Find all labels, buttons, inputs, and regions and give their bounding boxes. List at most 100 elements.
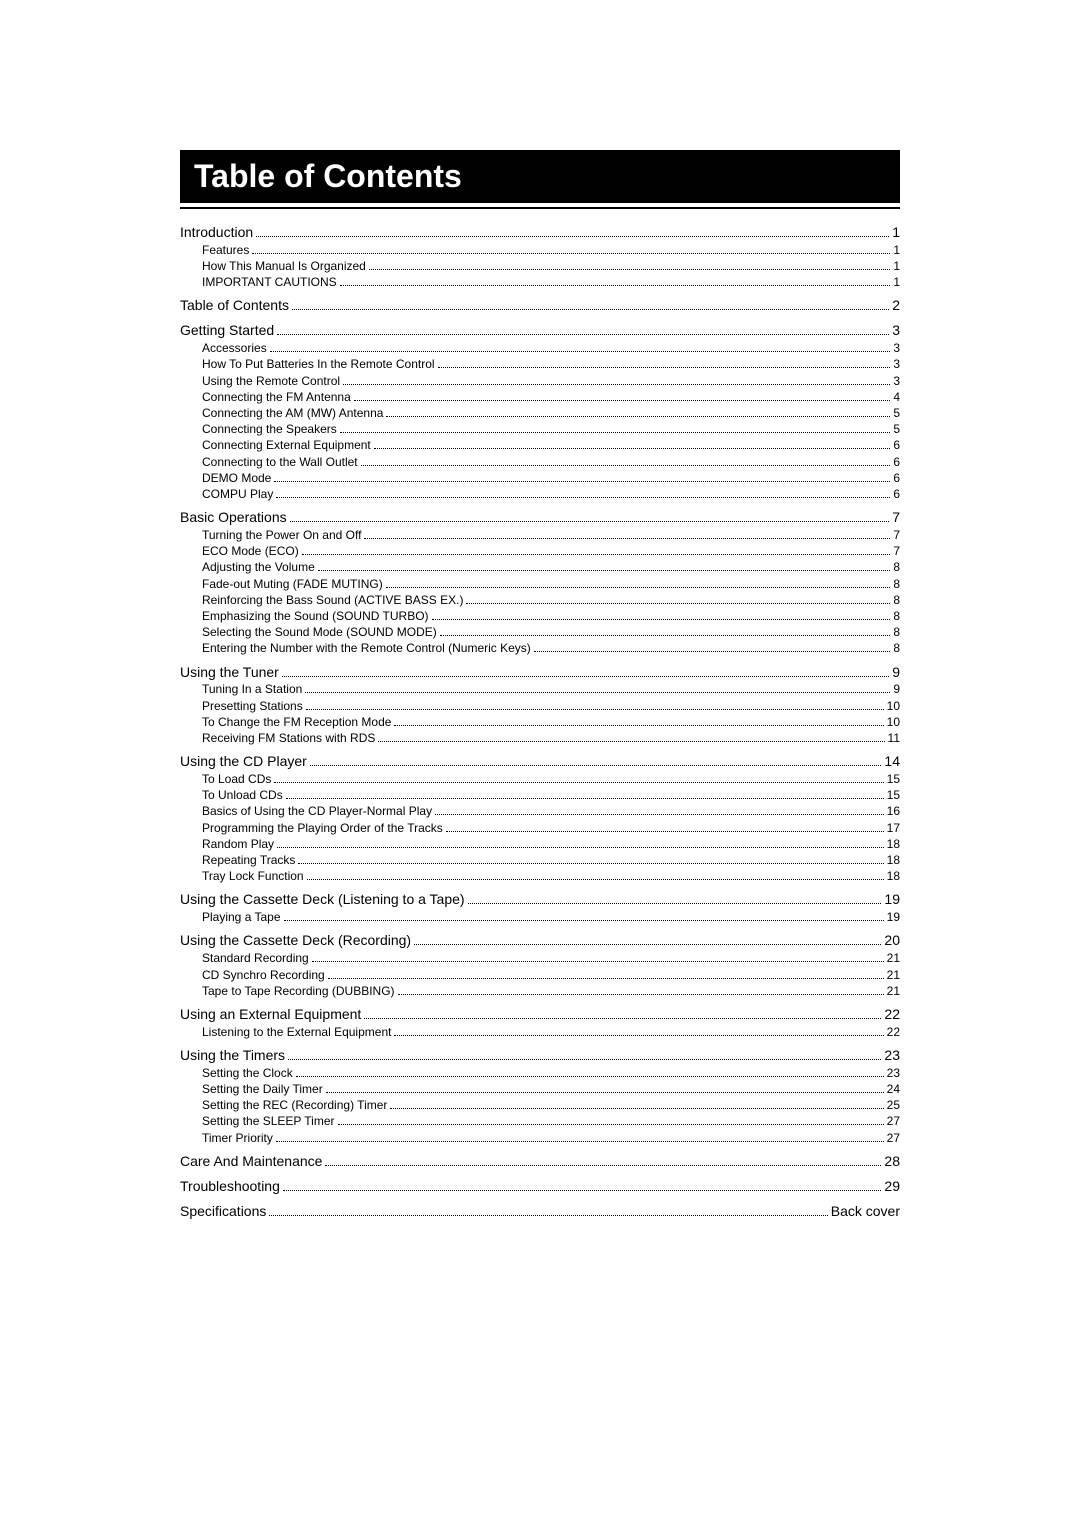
toc-entry: Fade-out Muting (FADE MUTING)8 <box>202 576 900 592</box>
toc-entry-label: Tray Lock Function <box>202 868 304 884</box>
toc-entry: Using the Remote Control3 <box>202 373 900 389</box>
toc-entry-label: Connecting the Speakers <box>202 421 337 437</box>
toc-entry: Troubleshooting29 <box>180 1177 900 1196</box>
dot-leader <box>269 1215 827 1216</box>
toc-entry-label: DEMO Mode <box>202 470 271 486</box>
toc-entry-label: Setting the SLEEP Timer <box>202 1113 335 1129</box>
toc-entry: Listening to the External Equipment 22 <box>202 1024 900 1040</box>
dot-leader <box>394 1035 883 1036</box>
toc-entry-page: 10 <box>887 714 900 730</box>
toc-entry-label: Listening to the External Equipment <box>202 1024 391 1040</box>
toc-entry-page: 21 <box>887 967 900 983</box>
toc-entry: Connecting the FM Antenna4 <box>202 389 900 405</box>
toc-entry-page: 23 <box>884 1046 900 1065</box>
toc-entry: To Change the FM Reception Mode 10 <box>202 714 900 730</box>
toc-entry-page: 1 <box>893 274 900 290</box>
toc-entry-label: Troubleshooting <box>180 1177 280 1196</box>
dot-leader <box>466 603 890 604</box>
toc-entry-label: Using the Tuner <box>180 663 279 682</box>
toc-entry: To Unload CDs15 <box>202 787 900 803</box>
dot-leader <box>318 570 891 571</box>
dot-leader <box>282 676 889 677</box>
toc-entry-page: 16 <box>887 803 900 819</box>
toc-entry: Features1 <box>202 242 900 258</box>
dot-leader <box>468 903 882 904</box>
toc-entry-label: Using an External Equipment <box>180 1005 361 1024</box>
toc-entry-page: 27 <box>887 1130 900 1146</box>
toc-entry-label: Adjusting the Volume <box>202 559 315 575</box>
toc-entry: How To Put Batteries In the Remote Contr… <box>202 356 900 372</box>
toc-entry-label: Playing a Tape <box>202 909 281 925</box>
dot-leader <box>270 351 891 352</box>
toc-entry: Care And Maintenance28 <box>180 1152 900 1171</box>
dot-leader <box>340 285 891 286</box>
toc-entry-label: How This Manual Is Organized <box>202 258 366 274</box>
toc-entry: Accessories3 <box>202 340 900 356</box>
dot-leader <box>414 944 881 945</box>
toc-entry-label: Presetting Stations <box>202 698 303 714</box>
dot-leader <box>386 587 891 588</box>
toc-entry: Basic Operations7 <box>180 508 900 527</box>
toc-entry-label: Using the Timers <box>180 1046 285 1065</box>
toc-entry-label: To Change the FM Reception Mode <box>202 714 391 730</box>
dot-leader <box>288 1059 881 1060</box>
toc-entry-page: 8 <box>893 559 900 575</box>
toc-entry-label: Entering the Number with the Remote Cont… <box>202 640 531 656</box>
toc-entry-label: Connecting the AM (MW) Antenna <box>202 405 383 421</box>
page-title: Table of Contents <box>180 150 900 203</box>
dot-leader <box>338 1124 884 1125</box>
toc-entry-label: Turning the Power On and Off <box>202 527 361 543</box>
toc-entry-page: 3 <box>893 373 900 389</box>
dot-leader <box>290 521 890 522</box>
dot-leader <box>276 1141 884 1142</box>
toc-entry-page: 24 <box>887 1081 900 1097</box>
toc-entry: Connecting External Equipment6 <box>202 437 900 453</box>
toc-entry: ECO Mode (ECO)7 <box>202 543 900 559</box>
toc-entry: Introduction1 <box>180 223 900 242</box>
dot-leader <box>438 367 891 368</box>
dot-leader <box>277 847 884 848</box>
toc-entry-page: 20 <box>884 931 900 950</box>
dot-leader <box>446 831 884 832</box>
toc-entry-page: 9 <box>892 663 900 682</box>
toc-entry-label: Setting the REC (Recording) Timer <box>202 1097 387 1113</box>
toc-entry: Timer Priority27 <box>202 1130 900 1146</box>
toc-entry: Turning the Power On and Off7 <box>202 527 900 543</box>
toc-entry-label: Basic Operations <box>180 508 287 527</box>
toc-entry-label: Getting Started <box>180 321 274 340</box>
dot-leader <box>386 416 890 417</box>
toc-entry-page: 22 <box>887 1024 900 1040</box>
dot-leader <box>364 1018 881 1019</box>
toc-entry-label: Basics of Using the CD Player-Normal Pla… <box>202 803 432 819</box>
toc-entry-page: 8 <box>893 608 900 624</box>
toc-entry-page: 18 <box>887 868 900 884</box>
toc-entry-page: 21 <box>887 950 900 966</box>
toc-entry-page: 1 <box>893 242 900 258</box>
toc-entry-page: 5 <box>893 421 900 437</box>
toc-entry-page: 14 <box>884 752 900 771</box>
toc-entry-page: 3 <box>893 340 900 356</box>
toc-entry-page: 8 <box>893 576 900 592</box>
toc-entry-label: Repeating Tracks <box>202 852 295 868</box>
toc-entry-label: IMPORTANT CAUTIONS <box>202 274 337 290</box>
toc-entry-label: To Unload CDs <box>202 787 283 803</box>
dot-leader <box>394 725 883 726</box>
toc-entry: COMPU Play6 <box>202 486 900 502</box>
toc-entry-page: 5 <box>893 405 900 421</box>
toc-entry: Using the Cassette Deck (Listening to a … <box>180 890 900 909</box>
toc-entry-label: Programming the Playing Order of the Tra… <box>202 820 443 836</box>
toc-entry: Connecting the Speakers 5 <box>202 421 900 437</box>
dot-leader <box>378 741 884 742</box>
toc-entry: Setting the SLEEP Timer27 <box>202 1113 900 1129</box>
dot-leader <box>276 497 890 498</box>
dot-leader <box>298 863 883 864</box>
toc-entry-page: 10 <box>887 698 900 714</box>
dot-leader <box>340 432 891 433</box>
toc-entry: SpecificationsBack cover <box>180 1202 900 1221</box>
dot-leader <box>256 236 889 237</box>
toc-entry: Standard Recording21 <box>202 950 900 966</box>
toc-entry: How This Manual Is Organized1 <box>202 258 900 274</box>
toc-entry: Connecting to the Wall Outlet6 <box>202 454 900 470</box>
dot-leader <box>326 1092 884 1093</box>
dot-leader <box>306 709 884 710</box>
